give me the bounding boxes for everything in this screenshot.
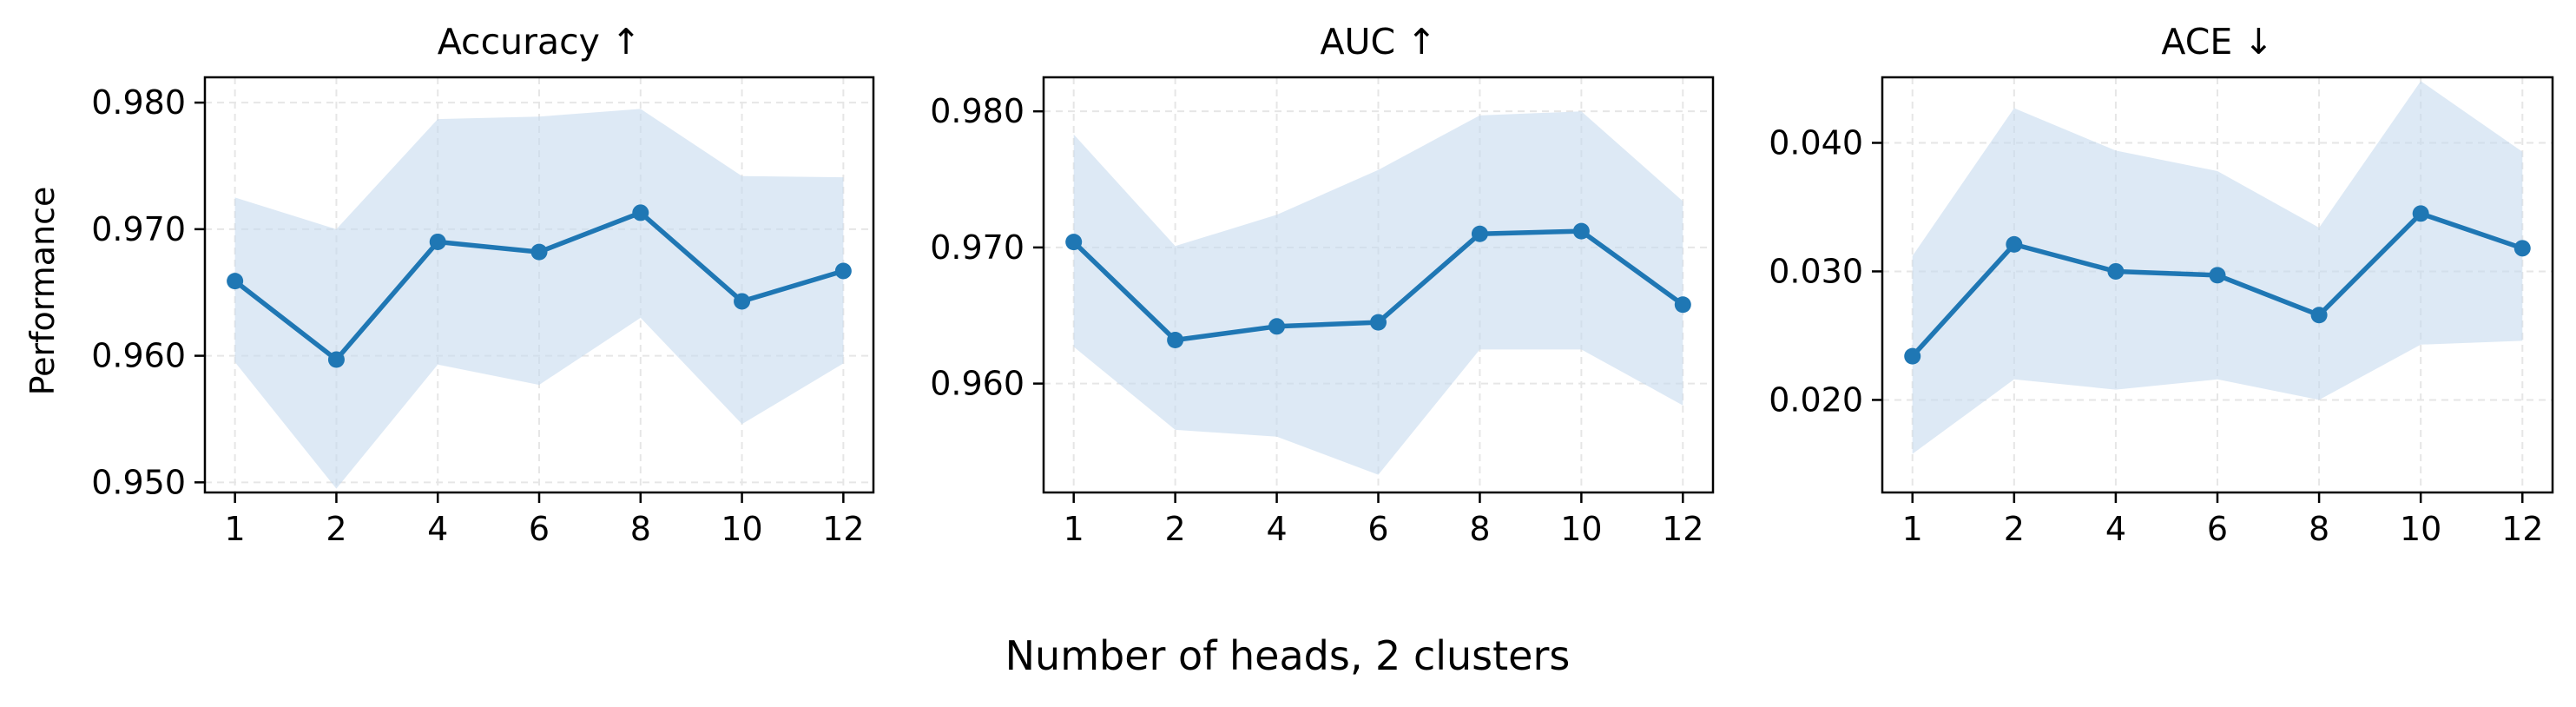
y-tick-label: 0.030 — [1769, 252, 1863, 290]
data-point — [227, 273, 244, 290]
x-tick-label: 10 — [721, 510, 762, 548]
data-point — [1674, 296, 1691, 314]
y-tick-label: 0.020 — [1769, 380, 1863, 419]
y-tick-label: 0.980 — [91, 83, 186, 122]
confidence-band — [234, 109, 844, 489]
data-point — [834, 262, 852, 280]
data-point — [2513, 240, 2531, 257]
y-tick-label: 0.950 — [91, 463, 186, 501]
data-point — [734, 293, 751, 310]
data-point — [2412, 205, 2429, 222]
data-point — [1167, 331, 1184, 348]
x-tick-label: 12 — [2501, 510, 2543, 548]
x-tick-label: 6 — [2207, 510, 2228, 548]
y-tick-label: 0.960 — [930, 365, 1024, 403]
x-tick-label: 12 — [1662, 510, 1703, 548]
x-tick-label: 6 — [529, 510, 550, 548]
data-point — [2209, 267, 2226, 284]
x-tick-label: 4 — [2105, 510, 2126, 548]
y-tick-label: 0.970 — [91, 210, 186, 248]
x-tick-label: 8 — [1469, 510, 1490, 548]
data-point — [1370, 314, 1387, 331]
x-tick-label: 8 — [2309, 510, 2329, 548]
y-tick-label: 0.960 — [91, 337, 186, 375]
data-point — [632, 204, 649, 221]
y-tick-label: 0.980 — [930, 92, 1024, 130]
x-tick-label: 10 — [1560, 510, 1602, 548]
x-tick-label: 12 — [822, 510, 864, 548]
x-tick-label: 1 — [225, 510, 246, 548]
data-point — [327, 351, 345, 368]
x-tick-label: 2 — [1165, 510, 1186, 548]
x-tick-label: 10 — [2400, 510, 2441, 548]
x-tick-label: 2 — [326, 510, 346, 548]
x-tick-label: 8 — [630, 510, 651, 548]
x-tick-label: 2 — [2004, 510, 2025, 548]
y-tick-label: 0.040 — [1769, 123, 1863, 162]
x-tick-label: 1 — [1064, 510, 1084, 548]
confidence-band — [1073, 111, 1683, 475]
x-tick-label: 4 — [427, 510, 448, 548]
data-point — [2107, 262, 2125, 280]
data-point — [530, 243, 548, 261]
data-point — [1268, 318, 1286, 335]
data-point — [2006, 235, 2023, 253]
data-point — [429, 233, 446, 250]
data-point — [1471, 225, 1488, 242]
x-tick-label: 4 — [1266, 510, 1287, 548]
chart-title: ACE ↓ — [2161, 21, 2273, 63]
x-tick-label: 6 — [1367, 510, 1388, 548]
y-axis-label: Performance — [23, 187, 62, 396]
data-point — [2310, 307, 2328, 324]
chart-title: AUC ↑ — [1320, 21, 1436, 63]
y-tick-label: 0.970 — [930, 228, 1024, 267]
chart-title: Accuracy ↑ — [438, 21, 642, 63]
shared-x-axis-label: Number of heads, 2 clusters — [1005, 632, 1571, 679]
data-point — [1572, 222, 1590, 240]
data-point — [1065, 234, 1083, 251]
x-tick-label: 1 — [1902, 510, 1923, 548]
data-point — [1904, 347, 1921, 365]
